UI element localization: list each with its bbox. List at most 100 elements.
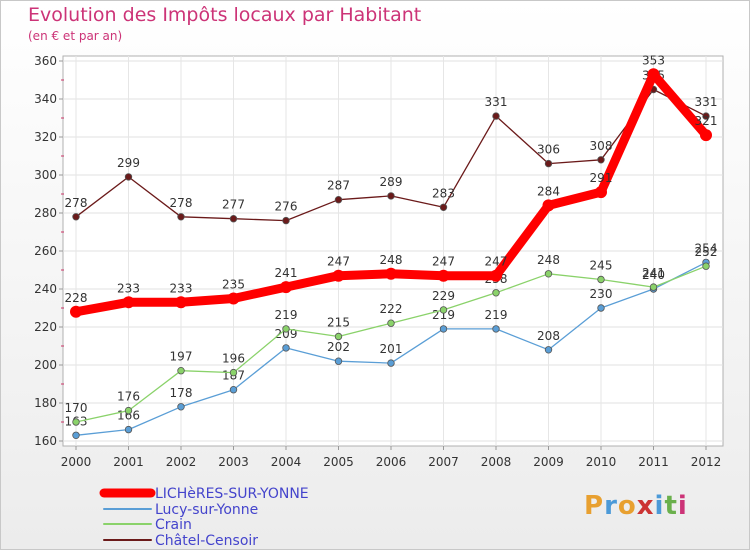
data-label: 233 xyxy=(170,281,193,295)
data-label: 197 xyxy=(170,350,193,364)
data-point xyxy=(387,192,395,200)
y-tick-label: 300 xyxy=(34,168,57,182)
data-point xyxy=(124,406,133,415)
y-tick-label: 360 xyxy=(34,54,57,68)
chart-subtitle: (en € et par an) xyxy=(28,29,123,43)
legend-label: Crain xyxy=(155,517,192,533)
y-tick-label: 340 xyxy=(34,92,57,106)
data-label: 230 xyxy=(590,287,613,301)
data-label: 247 xyxy=(485,255,508,269)
data-point xyxy=(387,319,395,327)
data-label: 299 xyxy=(117,156,140,170)
data-point xyxy=(437,269,450,282)
data-label: 276 xyxy=(275,200,298,214)
data-label: 248 xyxy=(380,253,403,267)
legend-label: LICHèRES-SUR-YONNE xyxy=(155,486,309,502)
y-tick-label: 260 xyxy=(34,244,57,258)
y-tick-label: 240 xyxy=(34,282,57,296)
data-point xyxy=(282,344,290,352)
data-point xyxy=(649,283,658,291)
x-tick-label: 2009 xyxy=(533,455,564,469)
data-label: 219 xyxy=(485,308,508,322)
logo-letter: i xyxy=(677,491,688,521)
y-tick-label: 160 xyxy=(34,434,57,448)
logo-letter: r xyxy=(604,491,618,521)
series-lich-res-sur-yonne: 228 233 233 235 241 247 248 247 247 284 291 353 321 xyxy=(65,53,718,318)
logo-letter: i xyxy=(654,491,665,521)
data-label: 229 xyxy=(432,289,455,303)
data-label: 209 xyxy=(275,327,298,341)
data-label: 241 xyxy=(275,266,298,280)
data-point xyxy=(334,195,343,204)
data-label: 291 xyxy=(590,171,613,185)
data-label: 222 xyxy=(380,302,403,316)
y-tick-label: 220 xyxy=(34,320,57,334)
legend-label: Châtel-Censoir xyxy=(155,533,258,549)
data-point xyxy=(542,199,555,212)
data-point xyxy=(387,359,395,367)
data-label: 208 xyxy=(537,329,560,343)
x-tick-label: 2011 xyxy=(638,455,669,469)
data-label: 252 xyxy=(695,245,718,259)
data-point xyxy=(227,292,240,305)
x-tick-label: 2006 xyxy=(376,455,407,469)
x-tick-label: 2000 xyxy=(61,455,92,469)
data-point xyxy=(647,68,660,81)
x-tick-label: 2007 xyxy=(428,455,459,469)
data-point xyxy=(700,129,712,142)
x-tick-label: 2012 xyxy=(691,455,722,469)
data-point xyxy=(334,332,343,341)
data-label: 321 xyxy=(695,114,718,128)
data-point xyxy=(175,296,187,309)
data-point xyxy=(490,269,502,282)
data-point xyxy=(177,367,185,375)
data-point xyxy=(597,275,605,284)
data-label: 176 xyxy=(117,390,140,404)
y-tick-label: 280 xyxy=(34,206,57,220)
data-point xyxy=(439,325,448,333)
x-tick-label: 2001 xyxy=(113,455,144,469)
data-point xyxy=(124,425,133,434)
data-label: 254 xyxy=(695,241,718,255)
data-label: 215 xyxy=(327,316,350,330)
data-point xyxy=(544,346,553,354)
data-label: 308 xyxy=(590,139,613,153)
data-label: 170 xyxy=(65,401,88,415)
data-point xyxy=(702,262,710,270)
data-label: 278 xyxy=(170,196,193,210)
data-label: 240 xyxy=(642,268,665,282)
data-point xyxy=(229,386,238,394)
data-label: 331 xyxy=(485,95,508,109)
data-label: 228 xyxy=(65,291,88,305)
y-tick-label: 180 xyxy=(34,396,57,410)
data-label: 284 xyxy=(537,184,560,198)
data-label: 306 xyxy=(537,143,560,157)
logo-letter: t xyxy=(664,491,678,521)
logo-letter: P xyxy=(584,491,605,521)
x-tick-label: 2003 xyxy=(218,455,249,469)
data-point xyxy=(282,325,290,333)
data-point xyxy=(702,112,710,120)
data-label: 196 xyxy=(222,352,245,366)
data-point xyxy=(332,269,345,282)
data-point xyxy=(334,357,343,365)
data-label: 353 xyxy=(642,53,665,67)
data-point xyxy=(597,304,605,312)
x-tick-label: 2002 xyxy=(166,455,197,469)
data-point xyxy=(229,214,238,223)
x-tick-label: 2005 xyxy=(323,455,354,469)
y-tick-label: 200 xyxy=(34,358,57,372)
data-label: 331 xyxy=(695,95,718,109)
data-label: 241 xyxy=(642,266,665,280)
data-point xyxy=(122,296,135,309)
y-tick-label: 320 xyxy=(34,130,57,144)
x-tick-label: 2004 xyxy=(271,455,302,469)
logo-letter: x xyxy=(636,491,655,521)
data-point xyxy=(492,289,500,297)
data-point xyxy=(280,281,292,294)
data-point xyxy=(439,203,448,211)
x-tick-label: 2008 xyxy=(481,455,512,469)
data-label: 219 xyxy=(275,308,298,322)
